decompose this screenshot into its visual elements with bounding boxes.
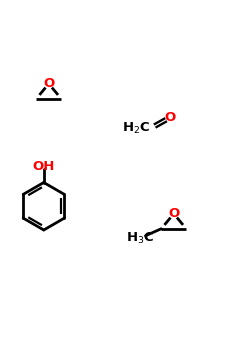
Text: O: O [164, 111, 175, 124]
Text: O: O [168, 207, 179, 220]
Text: H$_3$C: H$_3$C [126, 231, 154, 246]
Text: OH: OH [32, 160, 55, 173]
Text: O: O [43, 77, 54, 90]
Text: H$_2$C: H$_2$C [122, 121, 150, 136]
